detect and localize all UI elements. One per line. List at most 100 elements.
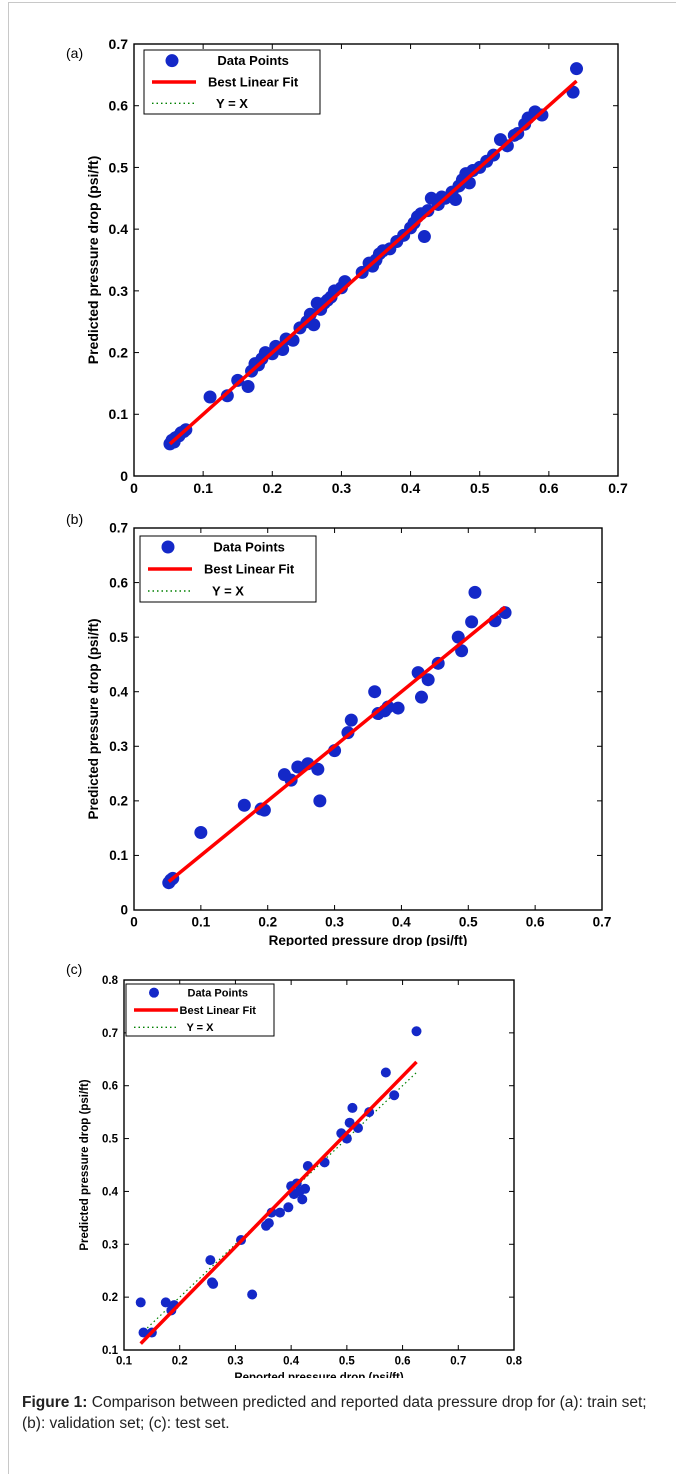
legend-label-fit: Best Linear Fit: [208, 75, 299, 90]
x-tick-label: 0.3: [332, 480, 352, 496]
data-point: [368, 685, 382, 699]
y-axis-label: Predicted pressure drop (psi/ft): [79, 1079, 91, 1250]
plot-frame: [123, 979, 515, 1351]
x-tick-label: 0.2: [258, 915, 277, 930]
y-tick-label: 0.5: [109, 159, 129, 175]
best-fit-line: [167, 605, 507, 883]
x-tick-label: 0.6: [539, 480, 559, 496]
legend-label-identity: Y = X: [216, 96, 248, 111]
data-point: [205, 1255, 216, 1266]
y-tick-label: 0.1: [109, 406, 129, 422]
y-axis-label: Predicted pressure drop (psi/ft): [85, 156, 101, 364]
x-axis-label: Reported pressure drop (psi/ft): [234, 1372, 403, 1378]
y-axis-label: Predicted pressure drop (psi/ft): [86, 618, 101, 819]
panel-label: (a): [66, 45, 83, 61]
page-border: [8, 2, 676, 1474]
data-point: [535, 108, 549, 122]
x-tick-label: 0.6: [526, 915, 545, 930]
data-point: [414, 690, 428, 704]
data-point: [411, 1026, 422, 1037]
data-point: [208, 1278, 219, 1289]
panel-label: (b): [66, 511, 83, 527]
data-point: [455, 644, 469, 658]
data-point: [160, 1297, 171, 1308]
data-point: [347, 1102, 358, 1113]
data-point: [465, 615, 479, 629]
chart-panel-a: (a) 0 0.1 0.2 0.3 0.4 0.5 0.6 0.7 0 0.1 0.2 0.3 0.4 0.…: [66, 36, 628, 500]
data-point: [194, 826, 208, 840]
data-point: [241, 380, 255, 394]
y-tick-label: 0.1: [109, 848, 128, 863]
y-tick-label: 0.2: [109, 794, 128, 809]
legend-marker-points: [165, 54, 179, 68]
data-point: [380, 1067, 391, 1078]
chart-panel-b: (b) 0 0.1 0.2 0.3 0.4 0.5 0.6 0.7 0 0.1 0.2 0.3 0.4 0.…: [66, 511, 612, 946]
legend-label-points: Data Points: [213, 540, 285, 555]
y-tick-label: 0.4: [109, 221, 129, 237]
y-tick-label: 0.6: [109, 575, 128, 590]
x-tick-label: 0: [130, 915, 138, 930]
x-tick-label: 0.1: [193, 480, 213, 496]
x-tick-label: 0: [130, 480, 138, 496]
y-tick-label: 0.3: [109, 283, 129, 299]
data-point: [421, 673, 435, 687]
x-tick-label: 0.4: [401, 480, 421, 496]
chart-panel-c: (c) 0.1 0.2 0.3 0.4 0.5 0.6 0.7 0.8 0.1 0.2 0.3 0.4 0…: [66, 961, 523, 1378]
legend-label-fit: Best Linear Fit: [204, 562, 295, 577]
x-tick-label: 0.3: [227, 1356, 243, 1368]
x-tick-label: 0.2: [263, 480, 283, 496]
x-tick-label: 0.1: [116, 1356, 133, 1368]
y-tick-label: 0.2: [109, 344, 129, 360]
x-tick-label: 0.5: [339, 1356, 356, 1368]
data-point: [237, 798, 251, 812]
y-tick-label: 0: [120, 903, 128, 918]
data-point: [389, 1090, 400, 1101]
x-tick-label: 0.5: [459, 915, 478, 930]
data-point: [451, 630, 465, 644]
data-point: [231, 373, 245, 387]
data-point: [417, 230, 431, 244]
figure-caption-label: Figure 1:: [22, 1394, 88, 1411]
legend-marker-points: [161, 540, 175, 554]
y-tick-label: 0.7: [109, 36, 129, 52]
data-point: [570, 62, 584, 76]
y-tick-label: 0.4: [102, 1186, 119, 1198]
data-point: [247, 1289, 258, 1300]
y-tick-label: 0.3: [109, 739, 128, 754]
x-tick-label: 0.1: [191, 915, 210, 930]
legend-marker-points: [149, 987, 159, 998]
x-tick-label: 0.5: [470, 480, 490, 496]
x-tick-label: 0.2: [172, 1356, 188, 1368]
x-tick-label: 0.7: [593, 915, 612, 930]
data-point: [421, 204, 435, 218]
y-tick-label: 0: [120, 468, 128, 484]
x-tick-label: 0.6: [395, 1356, 411, 1368]
y-tick-label: 0.4: [109, 684, 128, 699]
y-tick-label: 0.8: [102, 975, 119, 987]
data-point: [300, 1183, 311, 1194]
legend-label-points: Data Points: [217, 53, 289, 68]
figure-caption-text: Comparison between predicted and reporte…: [22, 1394, 647, 1432]
data-point: [220, 389, 234, 403]
data-point: [344, 713, 358, 727]
x-tick-label: 0.4: [392, 915, 411, 930]
y-tick-label: 0.7: [109, 521, 128, 536]
data-point: [500, 139, 514, 153]
y-tick-label: 0.5: [102, 1134, 119, 1146]
data-point: [263, 1218, 274, 1229]
data-point: [297, 1194, 308, 1205]
legend-label-identity: Y = X: [186, 1022, 214, 1034]
x-axis-label: Reported pressure drop (psi/ft): [269, 933, 468, 946]
data-point: [203, 390, 217, 404]
x-tick-label: 0.7: [608, 480, 628, 496]
data-point: [283, 1202, 294, 1213]
y-tick-label: 0.7: [102, 1028, 118, 1040]
data-point: [449, 193, 463, 207]
y-tick-label: 0.6: [102, 1081, 118, 1093]
figure-caption: Figure 1: Comparison between predicted a…: [22, 1392, 662, 1434]
x-axis-label: Reported pressure drop (psi/ft): [273, 499, 479, 500]
x-tick-label: 0.3: [325, 915, 344, 930]
plot-frame: [133, 43, 619, 477]
y-tick-label: 0.5: [109, 630, 128, 645]
plot-frame: [133, 527, 603, 911]
